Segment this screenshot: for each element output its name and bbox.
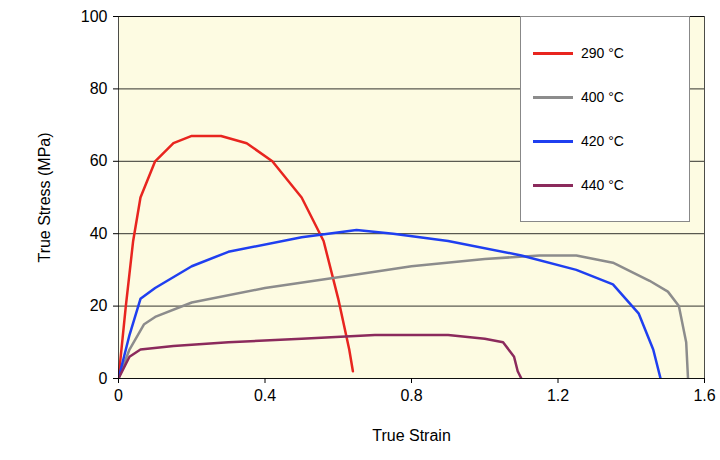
svg-text:0: 0 [99, 370, 108, 387]
svg-text:20: 20 [90, 297, 108, 314]
svg-text:100: 100 [81, 8, 108, 25]
svg-text:0: 0 [114, 387, 123, 404]
html-text:290 °C: 290 °C [581, 45, 624, 61]
svg-text:1.6: 1.6 [693, 387, 715, 404]
svg-text:True Strain: True Strain [372, 427, 451, 444]
svg-text:80: 80 [90, 80, 108, 97]
svg-text:1.2: 1.2 [547, 387, 569, 404]
svg-text:40: 40 [90, 225, 108, 242]
svg-text:60: 60 [90, 152, 108, 169]
svg-text:0.4: 0.4 [254, 387, 276, 404]
svg-text:True Stress (MPa): True Stress (MPa) [36, 132, 53, 262]
html-text:440 °C: 440 °C [581, 177, 624, 193]
html-text:400 °C: 400 °C [581, 89, 624, 105]
html-text:420 °C: 420 °C [581, 133, 624, 149]
svg-text:0.8: 0.8 [400, 387, 422, 404]
